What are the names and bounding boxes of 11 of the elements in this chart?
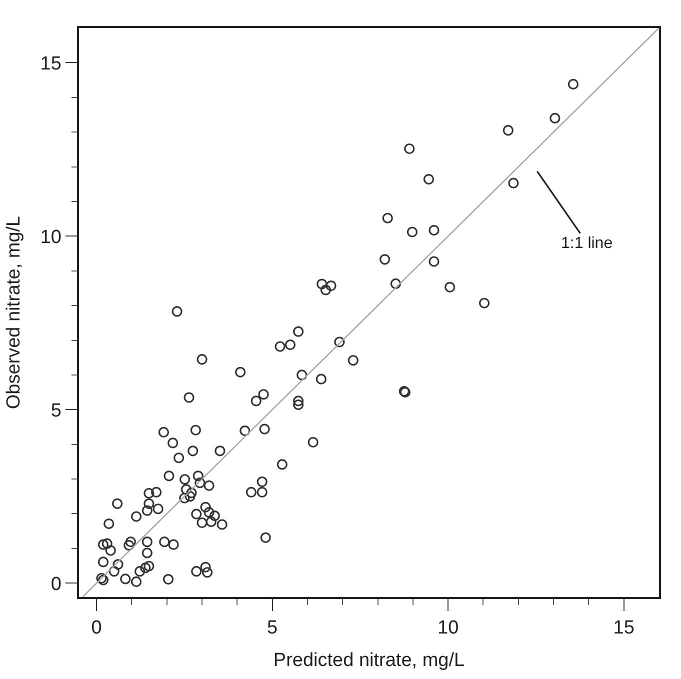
- y-tick-label: 5: [50, 400, 62, 422]
- annotation: 1:1 line: [561, 235, 613, 252]
- x-axis-title: Predicted nitrate, mg/L: [273, 650, 465, 671]
- y-axis-title: Observed nitrate, mg/L: [4, 216, 25, 410]
- y-tick-label: 0: [50, 574, 62, 595]
- x-tick-label: 10: [438, 618, 459, 639]
- x-tick-label: 15: [613, 618, 634, 639]
- x-tick-label: 5: [267, 618, 278, 639]
- y-tick-label: 10: [40, 226, 62, 248]
- y-tick-label: 15: [40, 53, 62, 74]
- x-tick-label: 0: [91, 618, 102, 639]
